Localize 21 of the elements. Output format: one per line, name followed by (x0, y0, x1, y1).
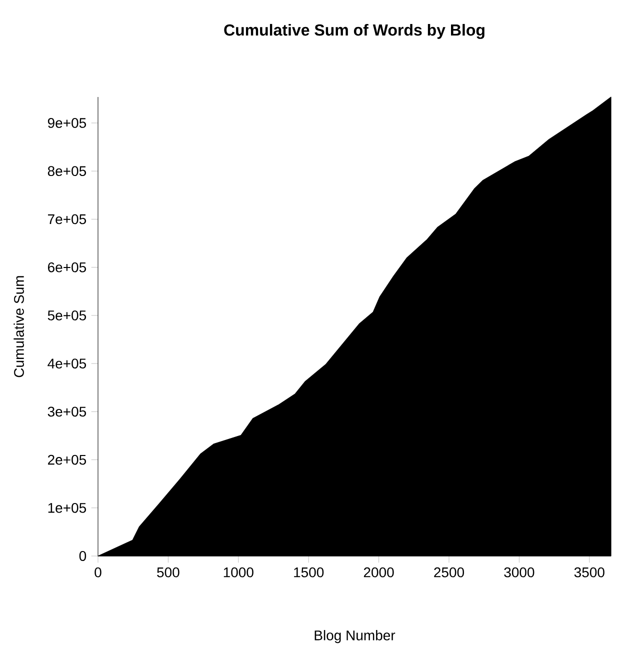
x-axis-title: Blog Number (314, 630, 396, 644)
y-tick-label: 4e+05 (48, 358, 86, 369)
x-tick-label: 0 (94, 567, 102, 578)
y-axis-title: Cumulative Sum (14, 276, 24, 378)
y-tick-label: 8e+05 (48, 166, 86, 176)
x-tick-label: 2500 (434, 567, 464, 578)
y-tick-label: 2e+05 (48, 454, 86, 465)
y-tick-label: 3e+05 (48, 406, 86, 417)
y-tick-label: 1e+05 (48, 502, 86, 513)
x-tick-label: 3000 (504, 567, 534, 578)
y-tick-label: 7e+05 (48, 214, 86, 224)
x-tick-label: 1500 (294, 567, 324, 578)
chart-title: Cumulative Sum of Words by Blog (224, 24, 484, 39)
x-tick-label: 1000 (224, 567, 254, 578)
x-tick-label: 3500 (574, 567, 604, 578)
y-tick-label: 6e+05 (48, 262, 86, 272)
x-tick-label: 2000 (364, 567, 394, 578)
y-tick-label: 5e+05 (48, 310, 86, 320)
x-tick-label: 500 (157, 567, 180, 578)
y-tick-label: 0 (79, 551, 86, 561)
y-tick-label: 9e+05 (48, 118, 86, 128)
